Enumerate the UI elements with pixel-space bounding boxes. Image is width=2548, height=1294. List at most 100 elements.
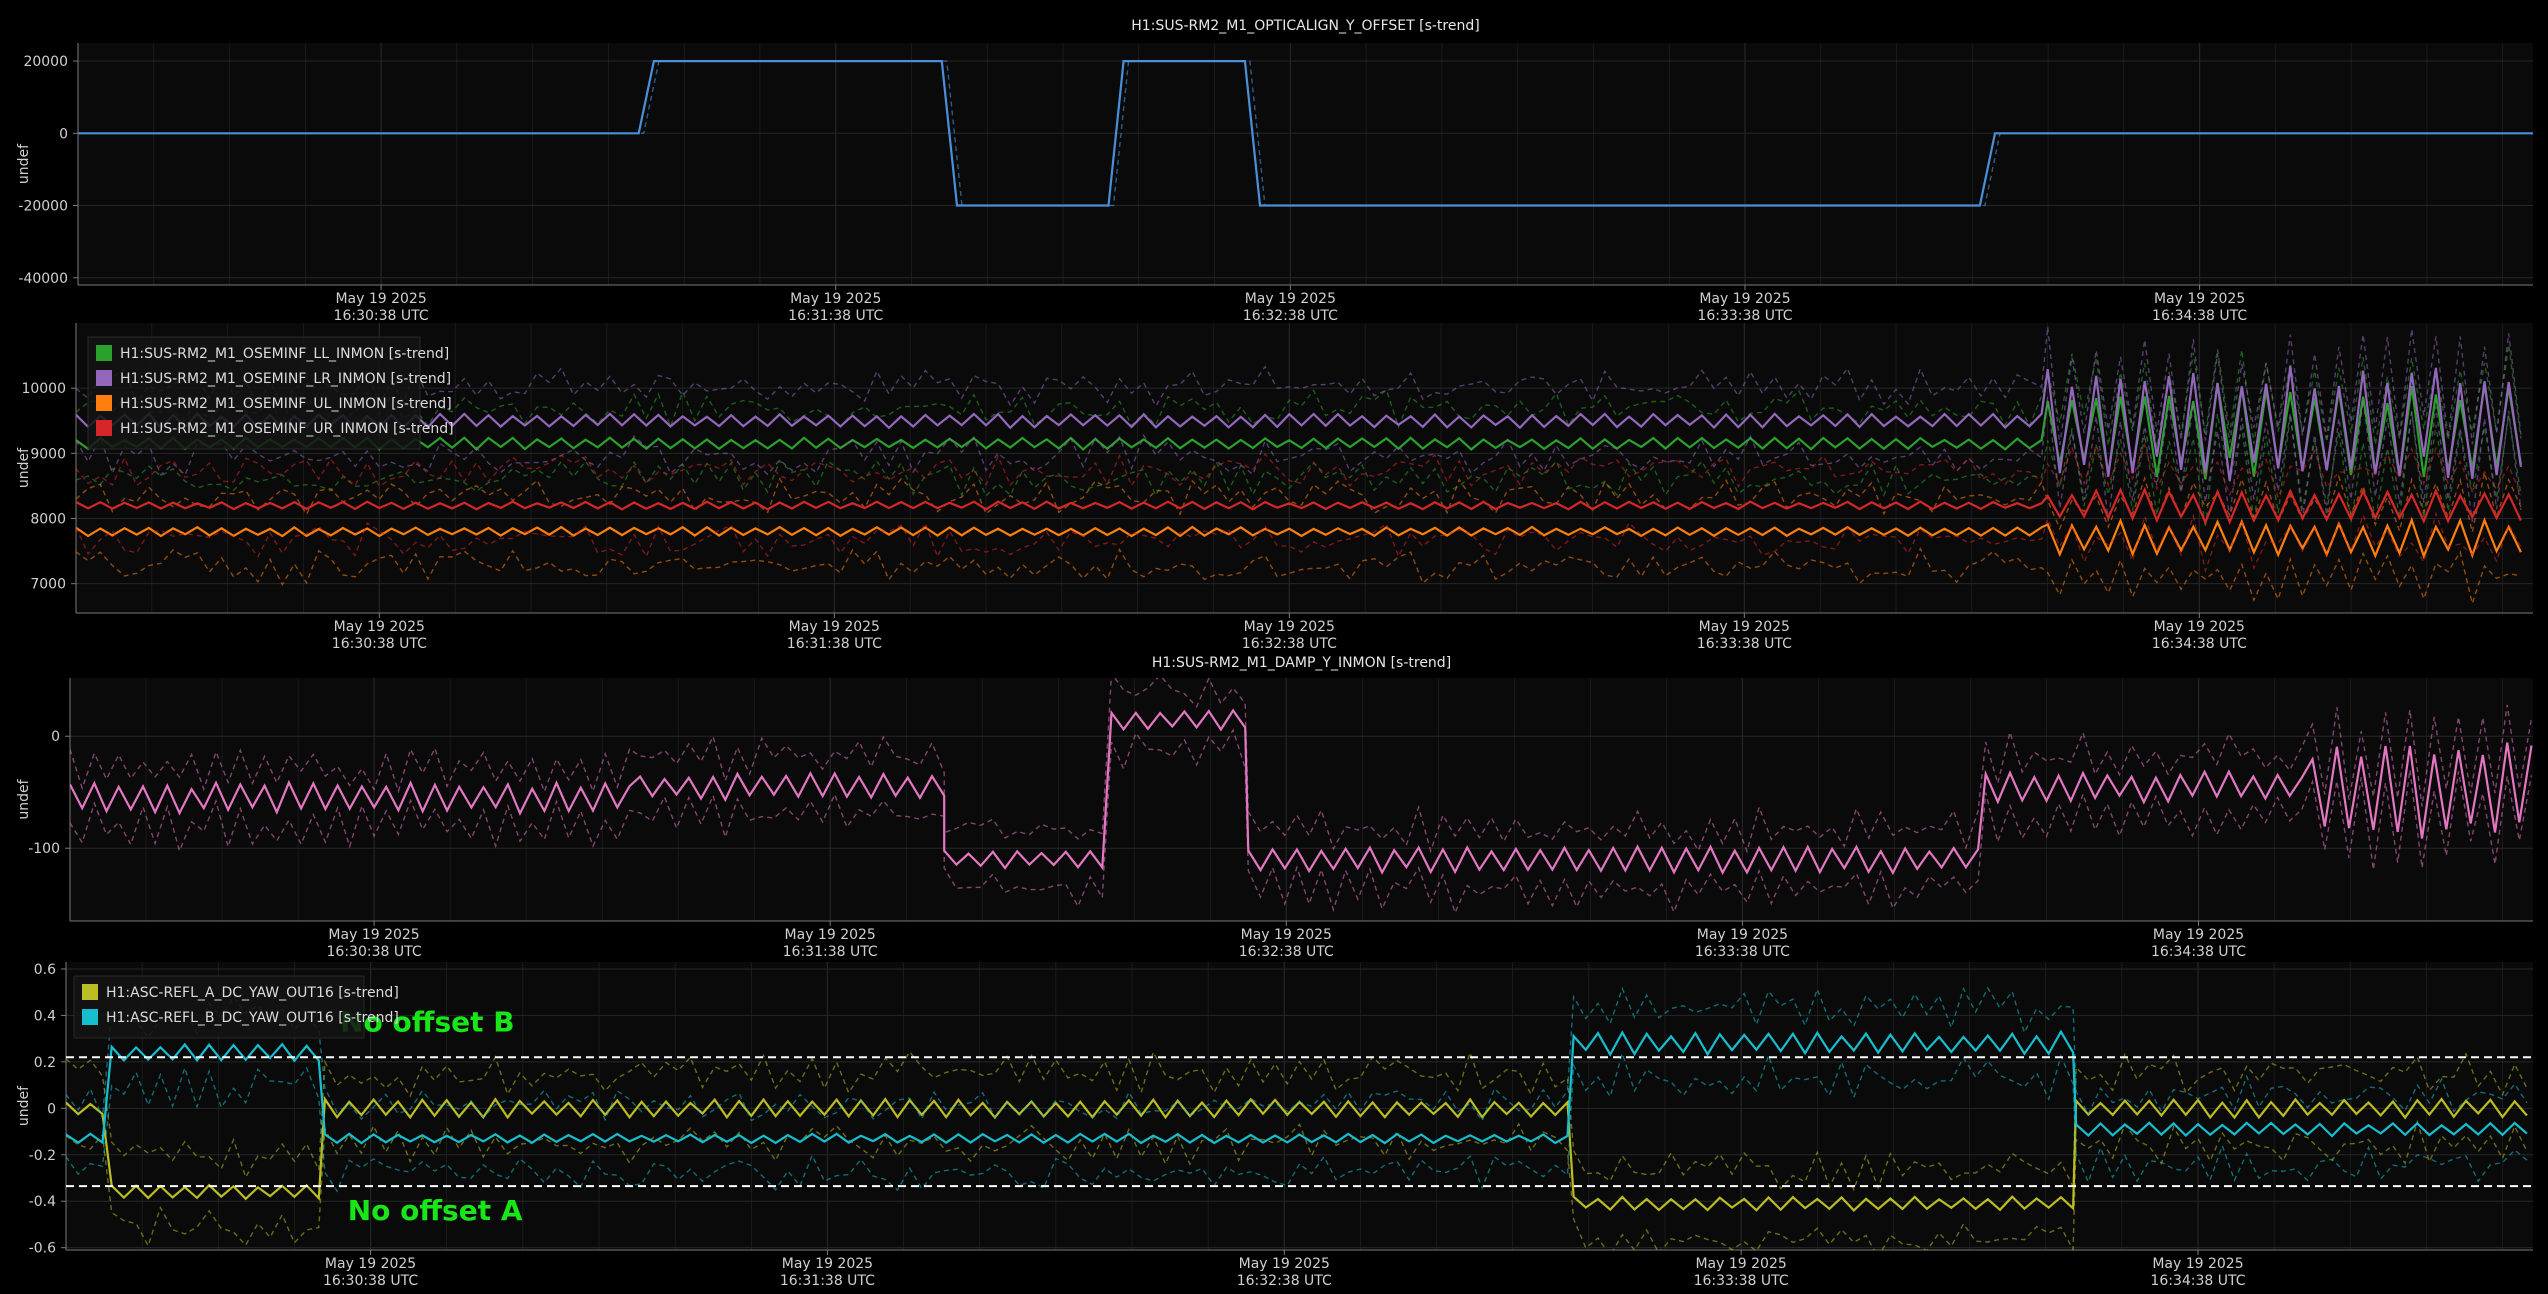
x-tick-time: 16:30:38 UTC [323,1273,418,1289]
series-3-envelope-upper [76,472,2522,534]
x-tick-time: 16:32:38 UTC [1242,636,1337,652]
y-axis-label: undef [16,447,32,488]
y-tick-label: 0 [59,126,68,142]
legend-swatch [96,345,112,361]
x-tick-time: 16:32:38 UTC [1239,944,1334,960]
x-tick-time: 16:31:38 UTC [788,308,883,324]
x-tick-date: May 19 2025 [1239,1256,1330,1272]
x-tick-date: May 19 2025 [1695,1256,1786,1272]
legend-label: H1:SUS-RM2_M1_OSEMINF_UL_INMON [s-trend] [120,396,452,412]
x-tick-date: May 19 2025 [325,1256,416,1272]
y-tick-label: 0.2 [34,1055,56,1071]
x-tick-time: 16:32:38 UTC [1237,1273,1332,1289]
legend-swatch [82,1009,98,1025]
x-tick-time: 16:30:38 UTC [327,944,422,960]
x-tick-time: 16:30:38 UTC [334,308,429,324]
series-group [66,986,2528,1250]
series-1-line [70,708,2533,876]
y-tick-label: -0.6 [29,1241,56,1257]
legend: H1:ASC-REFL_A_DC_YAW_OUT16 [s-trend] H1:A… [73,975,399,1039]
x-tick-date: May 19 2025 [335,291,426,307]
legend-label: H1:SUS-RM2_M1_OSEMINF_UR_INMON [s-trend] [120,421,454,437]
series-4-line [76,486,2522,526]
y-tick-label: 9000 [30,446,66,462]
chart-title: H1:SUS-RM2_M1_DAMP_Y_INMON [s-trend] [1152,655,1451,671]
x-tick-date: May 19 2025 [2154,619,2245,635]
x-tick-date: May 19 2025 [328,927,419,943]
plot-area [78,43,2533,285]
series-2-envelope-upper [66,986,2528,1122]
y-tick-label: 0 [47,1101,56,1117]
legend-swatch [82,984,98,1000]
series-1-envelope-lower [66,1119,2528,1250]
x-tick-date: May 19 2025 [2152,1256,2243,1272]
series-1-envelope-lower [70,728,2533,915]
y-tick-label: 0.4 [34,1008,56,1024]
series-1-envelope-lower [76,410,2522,528]
x-tick-time: 16:30:38 UTC [332,636,427,652]
x-tick-time: 16:31:38 UTC [787,636,882,652]
series-1-envelope-upper [70,678,2533,854]
x-tick-date: May 19 2025 [334,619,425,635]
series-group [76,326,2522,607]
series-4-envelope-upper [76,442,2522,500]
series-1-line [78,60,2533,207]
y-tick-label: 20000 [23,54,68,70]
series-3-envelope-lower [76,547,2521,607]
x-tick-date: May 19 2025 [785,927,876,943]
series-2-envelope-lower [66,1050,2528,1193]
x-tick-date: May 19 2025 [1241,927,1332,943]
series-2-line [66,1029,2528,1145]
legend-swatch [96,395,112,411]
x-tick-time: 16:33:38 UTC [1697,636,1792,652]
x-tick-time: 16:33:38 UTC [1697,308,1792,324]
y-axis-label: undef [16,1085,32,1126]
y-tick-label: -20000 [18,199,68,215]
series-2-line [76,365,2522,481]
y-tick-label: 7000 [30,577,66,593]
y-tick-label: 0.6 [34,962,56,978]
x-tick-time: 16:31:38 UTC [783,944,878,960]
x-tick-date: May 19 2025 [1697,927,1788,943]
x-tick-time: 16:34:38 UTC [2150,1273,2245,1289]
y-axis-label: undef [16,143,32,184]
legend-label: H1:ASC-REFL_B_DC_YAW_OUT16 [s-trend] [106,1010,399,1026]
series-group [78,60,2533,207]
series-2-envelope-lower [76,396,2522,522]
x-tick-date: May 19 2025 [1699,619,1790,635]
x-tick-date: May 19 2025 [1244,619,1335,635]
x-tick-date: May 19 2025 [1699,291,1790,307]
series-group [70,678,2533,915]
x-tick-time: 16:33:38 UTC [1694,1273,1789,1289]
x-tick-date: May 19 2025 [782,1256,873,1272]
legend-swatch [96,370,112,386]
legend-swatch [96,420,112,436]
x-tick-date: May 19 2025 [789,619,880,635]
annotation-1: No offset B [340,1006,514,1039]
plot-area [70,678,2533,921]
series-1-envelope-upper [66,1050,2528,1192]
legend-label: H1:SUS-RM2_M1_OSEMINF_LL_INMON [s-trend] [120,346,449,362]
grid [78,43,2533,285]
y-tick-label: 0 [51,729,60,745]
series-2-envelope-upper [76,326,2522,445]
legend-box [73,975,365,1039]
y-tick-label: 10000 [21,381,66,397]
y-tick-label: -0.4 [29,1194,56,1210]
series-1-envelope-upper [76,344,2522,448]
annotation-2: No offset A [348,1194,523,1227]
x-tick-date: May 19 2025 [2154,291,2245,307]
legend-label: H1:ASC-REFL_A_DC_YAW_OUT16 [s-trend] [106,985,399,1001]
x-tick-date: May 19 2025 [2153,927,2244,943]
x-tick-date: May 19 2025 [1245,291,1336,307]
y-tick-label: 8000 [30,512,66,528]
x-tick-time: 16:33:38 UTC [1695,944,1790,960]
y-tick-label: -100 [28,841,60,857]
series-4-envelope-lower [76,511,2522,574]
plot-area [76,323,2533,613]
